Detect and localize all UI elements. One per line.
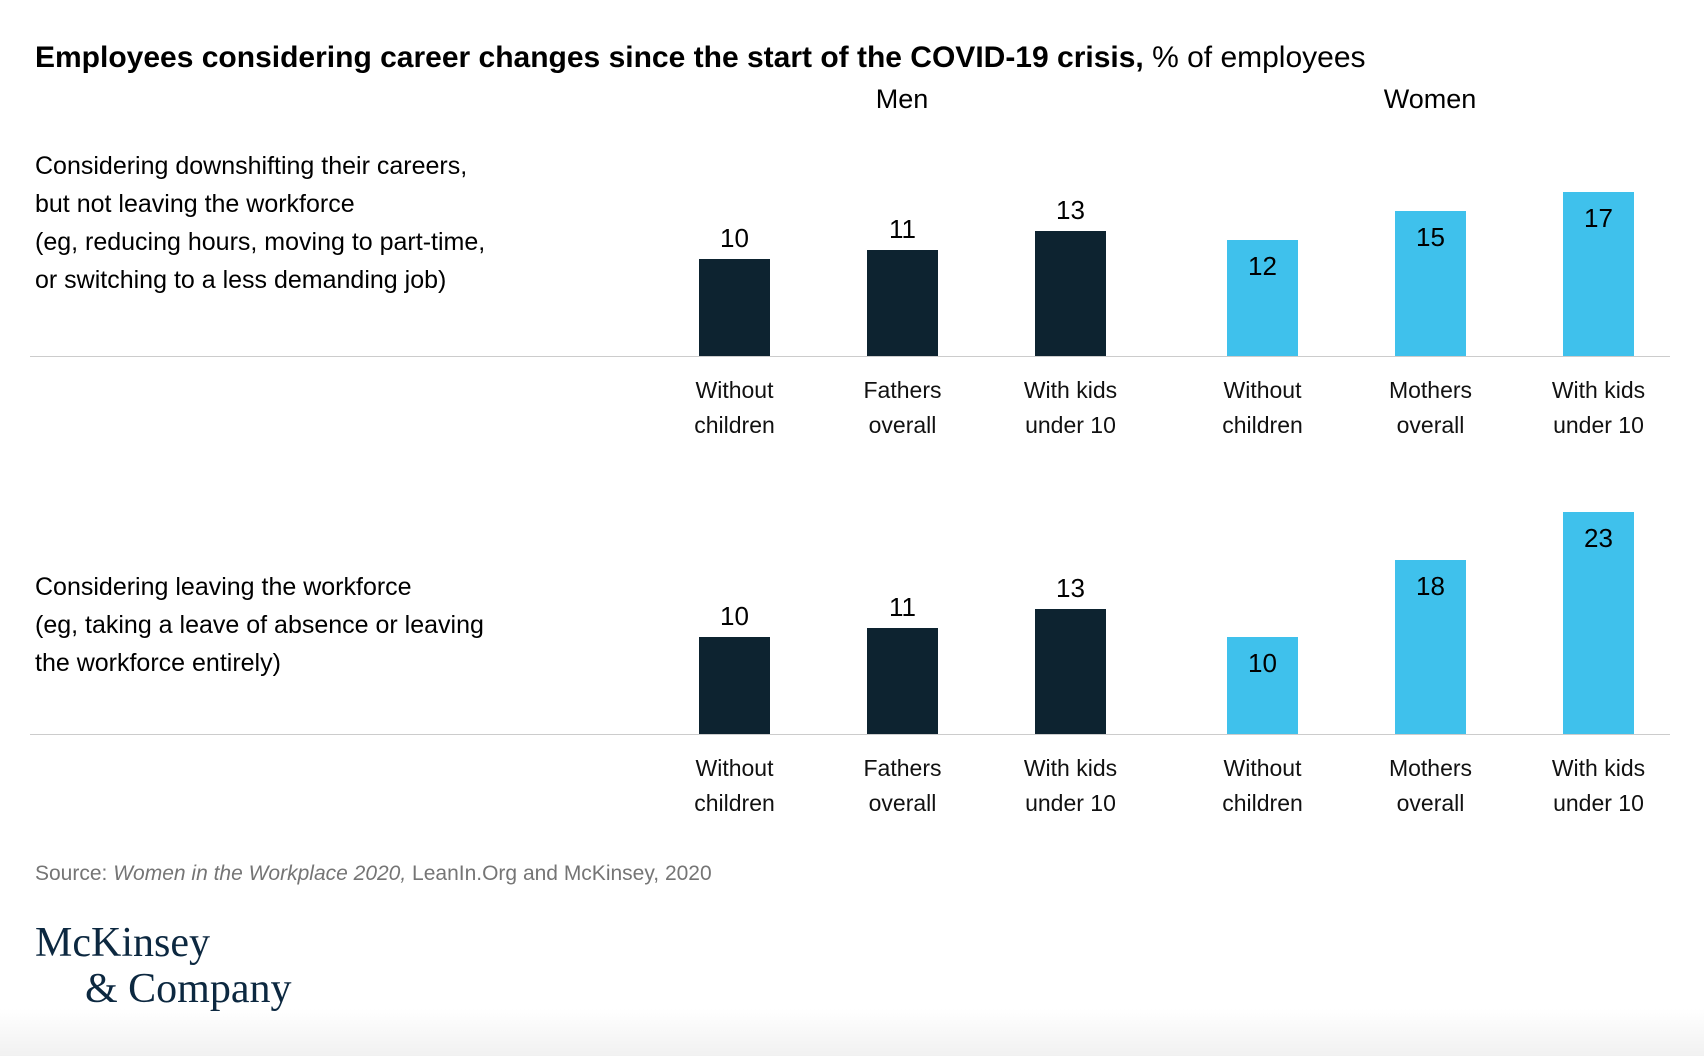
category-label-line: Without <box>1223 377 1302 403</box>
category-label-line: children <box>694 790 775 816</box>
category-label: Without children <box>694 751 775 821</box>
category-label-line: overall <box>868 412 937 438</box>
category-label: Mothers overall <box>1389 373 1472 443</box>
bottom-fade-decoration <box>0 1008 1704 1056</box>
category-label-line: Mothers <box>1388 377 1473 403</box>
baseline-rule <box>30 356 1670 357</box>
category-label-line: Without <box>1223 755 1302 781</box>
row-label-sub-line: or switching to a less demanding job) <box>35 266 447 294</box>
row-label-main-line: Considering downshifting their careers, <box>35 152 468 180</box>
mckinsey-logo: McKinsey & Company <box>35 920 292 1012</box>
category-label: Fathers overall <box>864 751 942 821</box>
category-label-line: overall <box>1396 412 1465 438</box>
category-label: With kids under 10 <box>1024 751 1117 821</box>
value-label: 13 <box>1056 573 1085 603</box>
bar-women-2 <box>1563 512 1634 734</box>
value-label: 17 <box>1584 203 1613 233</box>
category-label-line: Mothers <box>1388 755 1473 781</box>
category-label-line: With kids <box>1551 755 1646 781</box>
value-label: 10 <box>720 601 749 631</box>
category-label-line: children <box>1222 790 1303 816</box>
category-label: Fathers overall <box>864 373 942 443</box>
category-label-line: Fathers <box>863 755 942 781</box>
category-label: Without children <box>1222 751 1303 821</box>
bar-women-1 <box>1395 560 1466 734</box>
bar-women-2 <box>1563 192 1634 356</box>
row-label-sub-line: (eg, reducing hours, moving to part-time… <box>35 228 486 256</box>
category-label: Mothers overall <box>1389 751 1472 821</box>
source-title: Women in the Workplace 2020, <box>113 862 407 885</box>
value-label: 10 <box>720 223 749 253</box>
category-label-line: overall <box>1396 790 1465 816</box>
group-header-women: Women <box>1383 84 1477 114</box>
category-label-line: Fathers <box>863 377 942 403</box>
row-label-main-line: but not leaving the workforce <box>35 190 355 218</box>
category-label: With kids under 10 <box>1552 751 1645 821</box>
category-label-line: Without <box>695 377 774 403</box>
category-label-line: overall <box>868 790 937 816</box>
row-label-main-line: Considering leaving the workforce <box>35 573 412 601</box>
category-label-line: With kids <box>1023 755 1118 781</box>
category-label-line: under 10 <box>1553 412 1644 438</box>
bar-men-2 <box>1035 231 1106 356</box>
value-label: 18 <box>1416 571 1445 601</box>
row-label: Considering downshifting their careers, b… <box>35 147 485 299</box>
value-label: 11 <box>889 214 916 244</box>
page-title: Employees considering career changes sin… <box>35 40 1366 76</box>
bar-men-1 <box>867 250 938 356</box>
bar-women-0 <box>1227 637 1298 734</box>
logo-line2: & Company <box>85 966 292 1012</box>
bar-men-0 <box>699 259 770 356</box>
category-label-line: With kids <box>1023 377 1118 403</box>
bar-men-2 <box>1035 609 1106 734</box>
logo-line1: McKinsey <box>35 920 210 966</box>
source-prefix: Source: <box>35 862 114 885</box>
page-title-unit: % of employees <box>1143 41 1366 75</box>
value-label: 10 <box>1248 648 1277 678</box>
row-label: Considering leaving the workforce (eg, ta… <box>35 568 484 682</box>
source-note: Source: Women in the Workplace 2020, Lea… <box>35 862 712 886</box>
group-header-men: Men <box>875 84 929 114</box>
bar-women-0 <box>1227 240 1298 356</box>
baseline-rule <box>30 734 1670 735</box>
value-label: 15 <box>1416 222 1445 252</box>
category-label-line: children <box>694 412 775 438</box>
page-title-bold: Employees considering career changes sin… <box>35 41 1144 75</box>
category-label-line: under 10 <box>1025 790 1116 816</box>
value-label: 13 <box>1056 195 1085 225</box>
bar-men-0 <box>699 637 770 734</box>
category-label-line: Without <box>695 755 774 781</box>
row-label-sub-line: (eg, taking a leave of absence or leavin… <box>35 611 484 639</box>
bar-women-1 <box>1395 211 1466 356</box>
value-label: 12 <box>1248 251 1277 281</box>
category-label-line: under 10 <box>1553 790 1644 816</box>
category-label-line: With kids <box>1551 377 1646 403</box>
value-label: 23 <box>1584 523 1613 553</box>
category-label: With kids under 10 <box>1552 373 1645 443</box>
category-label: Without children <box>1222 373 1303 443</box>
category-label: Without children <box>694 373 775 443</box>
row-label-sub-line: the workforce entirely) <box>35 649 281 677</box>
category-label-line: under 10 <box>1025 412 1116 438</box>
source-rest: LeanIn.Org and McKinsey, 2020 <box>406 862 712 885</box>
bar-men-1 <box>867 628 938 734</box>
category-label-line: children <box>1222 412 1303 438</box>
value-label: 11 <box>889 592 916 622</box>
category-label: With kids under 10 <box>1024 373 1117 443</box>
